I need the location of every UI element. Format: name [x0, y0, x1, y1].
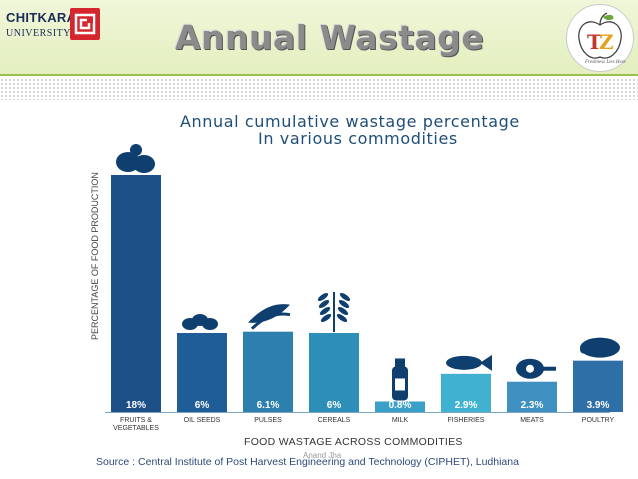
category-label: CEREALS — [318, 417, 351, 424]
wheat-icon — [317, 292, 351, 332]
slide-header: CHITKARA UNIVERSITY Annual Wastage T Z F… — [0, 0, 638, 76]
logo-text-university: UNIVERSITY — [6, 28, 71, 39]
bar — [573, 360, 623, 412]
svg-text:Z: Z — [599, 30, 614, 54]
bar-value-label: 0.8% — [389, 400, 412, 411]
bar-value-label: 6% — [195, 400, 210, 411]
dotted-divider — [0, 78, 638, 100]
bar-value-label: 6.1% — [257, 400, 280, 411]
milk-bottle-icon — [392, 358, 408, 401]
fish-icon — [446, 354, 492, 371]
bar — [375, 401, 425, 412]
bar — [243, 331, 293, 412]
badge-tagline: Freshness Lies Here — [585, 60, 626, 65]
bar — [309, 333, 359, 412]
bar — [177, 333, 227, 412]
category-label: FISHERIES — [448, 417, 485, 424]
chart-title-line1: Annual cumulative wastage percentage — [180, 112, 520, 131]
bar-value-label: 2.3% — [521, 400, 544, 411]
category-label: PULSES — [254, 417, 282, 424]
bar-value-label: 18% — [126, 400, 146, 411]
bar — [111, 175, 161, 412]
bar-value-label: 3.9% — [587, 400, 610, 411]
bar — [441, 373, 491, 412]
slide-title: Annual Wastage — [175, 18, 485, 57]
bar — [507, 381, 557, 412]
peapod-icon — [248, 304, 291, 330]
category-label: OIL SEEDS — [184, 417, 221, 424]
chart-title-line2: In various commodities — [258, 129, 458, 148]
meat-icon — [516, 358, 556, 379]
x-axis-label: FOOD WASTAGE ACROSS COMMODITIES — [244, 436, 463, 448]
chitkara-mark-icon — [70, 8, 100, 40]
chicken-icon — [580, 337, 620, 358]
author-watermark: Anand Jha — [303, 451, 342, 460]
category-label: POULTRY — [582, 417, 615, 424]
seeds-icon — [182, 314, 218, 330]
bar-value-label: 2.9% — [455, 400, 478, 411]
vegetables-icon — [116, 144, 155, 173]
category-label: VEGETABLES — [113, 425, 159, 432]
bar-value-label: 6% — [327, 400, 342, 411]
category-label: MEATS — [520, 417, 544, 424]
svg-text:T: T — [587, 30, 602, 54]
apple-tz-logo-icon: T Z — [566, 4, 634, 72]
category-label: MILK — [392, 417, 409, 424]
logo-text-chitkara: CHITKARA — [6, 10, 77, 25]
source-note: Source : Central Institute of Post Harve… — [96, 456, 519, 468]
category-label: FRUITS & — [120, 417, 152, 424]
university-logo: CHITKARA UNIVERSITY — [6, 8, 102, 46]
x-axis-line — [105, 412, 610, 413]
